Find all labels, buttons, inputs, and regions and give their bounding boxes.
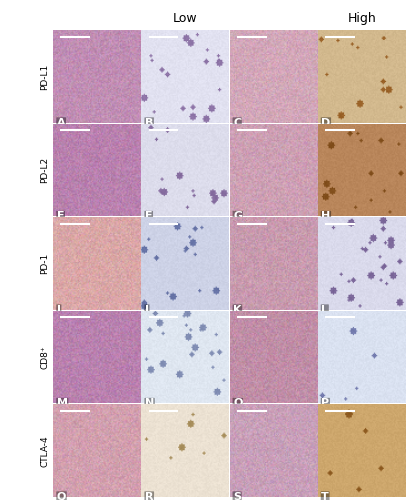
Text: L: L [321,305,328,315]
Text: O: O [233,398,242,408]
Text: B: B [145,118,153,128]
Text: I: I [57,305,61,315]
Text: K: K [233,305,241,315]
Text: PD-1: PD-1 [40,253,49,274]
Text: J: J [145,305,148,315]
Text: D: D [321,118,330,128]
Text: P: P [321,398,328,408]
Text: PD-L1: PD-L1 [40,64,49,90]
Text: Low: Low [173,12,198,25]
Text: CTLA-4: CTLA-4 [40,435,49,466]
Text: PD-L2: PD-L2 [40,157,49,184]
Text: E: E [57,212,64,222]
Text: S: S [233,492,240,500]
Text: H: H [321,212,330,222]
Text: M: M [57,398,67,408]
Text: A: A [57,118,65,128]
Text: T: T [321,492,328,500]
Text: CD8⁺: CD8⁺ [40,346,49,369]
Text: R: R [145,492,153,500]
Text: F: F [145,212,152,222]
Text: N: N [145,398,154,408]
Text: G: G [233,212,242,222]
Text: High: High [346,12,375,25]
Text: C: C [233,118,240,128]
Text: Q: Q [57,492,66,500]
